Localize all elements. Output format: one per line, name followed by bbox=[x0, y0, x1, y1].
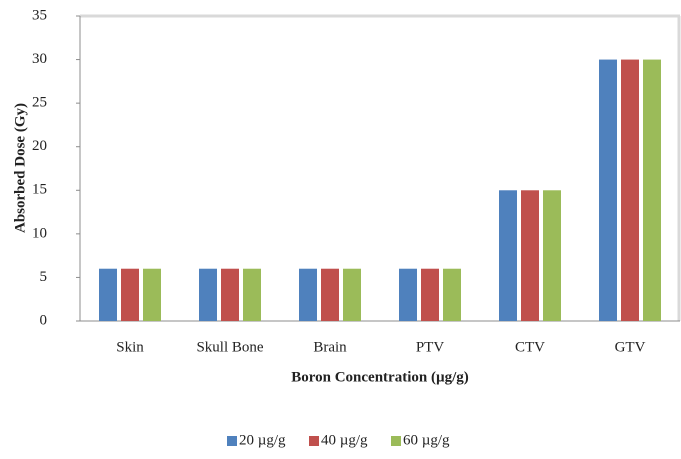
bar bbox=[443, 268, 461, 321]
y-tick-label: 25 bbox=[32, 95, 47, 111]
x-tick-label: CTV bbox=[515, 339, 545, 355]
y-axis-title: Absorbed Dose (Gy) bbox=[12, 103, 28, 233]
y-tick-label: 20 bbox=[32, 138, 47, 154]
bar bbox=[199, 268, 217, 321]
bar bbox=[321, 268, 339, 321]
x-tick-label: Brain bbox=[313, 339, 347, 355]
y-tick-label: 35 bbox=[32, 7, 47, 23]
bar bbox=[399, 268, 417, 321]
legend-swatch bbox=[309, 436, 319, 446]
legend-label: 20 µg/g bbox=[239, 432, 286, 448]
x-tick-label: Skin bbox=[116, 339, 144, 355]
bar bbox=[421, 268, 439, 321]
legend-label: 40 µg/g bbox=[321, 432, 368, 448]
bar bbox=[543, 190, 561, 321]
bar bbox=[243, 268, 261, 321]
x-tick-label: GTV bbox=[615, 339, 646, 355]
y-tick-label: 15 bbox=[32, 182, 47, 198]
bar bbox=[621, 59, 639, 321]
x-tick-label: Skull Bone bbox=[196, 339, 263, 355]
y-tick-label: 30 bbox=[32, 51, 47, 67]
y-tick-label: 5 bbox=[40, 269, 48, 285]
y-tick-label: 10 bbox=[32, 225, 47, 241]
bar bbox=[121, 268, 139, 321]
bar bbox=[343, 268, 361, 321]
bar bbox=[521, 190, 539, 321]
x-axis-title: Boron Concentration (µg/g) bbox=[291, 369, 469, 385]
legend-swatch bbox=[391, 436, 401, 446]
bar bbox=[99, 268, 117, 321]
bar bbox=[599, 59, 617, 321]
bar bbox=[499, 190, 517, 321]
bar bbox=[221, 268, 239, 321]
y-tick-label: 0 bbox=[40, 312, 48, 328]
legend-swatch bbox=[227, 436, 237, 446]
x-tick-label: PTV bbox=[416, 339, 445, 355]
bar bbox=[643, 59, 661, 321]
legend-label: 60 µg/g bbox=[403, 432, 450, 448]
bar bbox=[143, 268, 161, 321]
bar bbox=[299, 268, 317, 321]
